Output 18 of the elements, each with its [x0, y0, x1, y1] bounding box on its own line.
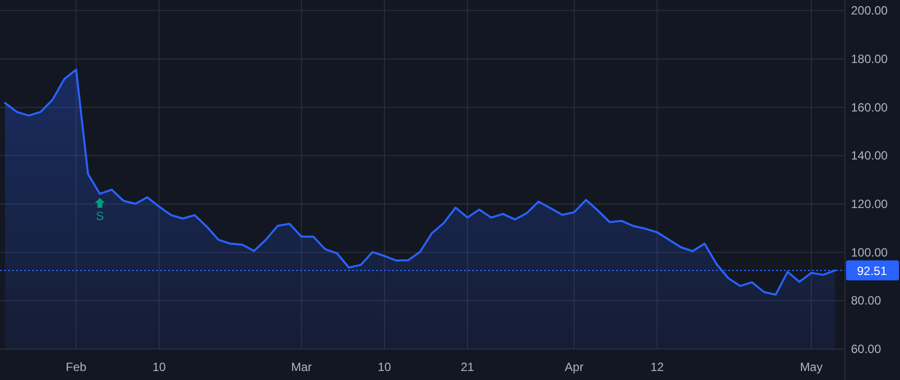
x-tick-label: Apr — [564, 360, 584, 374]
y-tick-label: 140.00 — [851, 148, 888, 163]
ref-line-label: 92.51 — [856, 264, 888, 278]
y-tick-label: 80.00 — [851, 294, 882, 308]
y-tick-label: 200.00 — [851, 4, 888, 18]
x-tick-label: 21 — [460, 360, 474, 374]
y-tick-label: 160.00 — [851, 100, 888, 114]
x-tick-label: Mar — [291, 360, 312, 374]
y-tick-label: 100.00 — [851, 245, 888, 260]
x-tick-label: 10 — [152, 360, 166, 374]
x-tick-label: May — [800, 360, 823, 374]
y-tick-label: 120.00 — [851, 197, 888, 211]
y-tick-label: 60.00 — [851, 342, 882, 356]
x-tick-label: Feb — [66, 360, 87, 374]
annotation: S — [96, 208, 104, 223]
y-tick-label: 180.00 — [851, 52, 888, 66]
x-tick-label: 12 — [650, 360, 664, 374]
x-tick-label: 10 — [378, 360, 392, 374]
